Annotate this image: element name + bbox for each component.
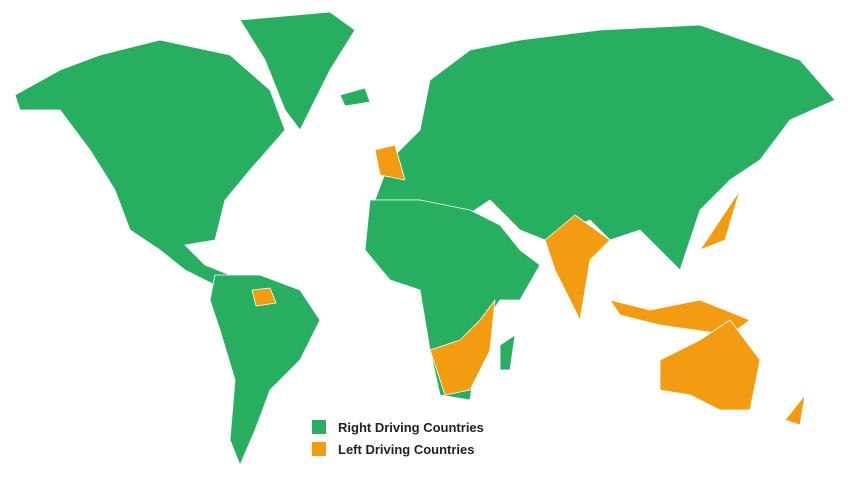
legend: Right Driving Countries Left Driving Cou… bbox=[312, 416, 484, 460]
new-zealand bbox=[784, 394, 806, 426]
legend-swatch-left bbox=[312, 442, 326, 456]
australia bbox=[659, 319, 761, 411]
legend-label-right: Right Driving Countries bbox=[338, 419, 484, 435]
southeast-asia-islands bbox=[609, 299, 751, 336]
north-america bbox=[14, 39, 286, 286]
japan bbox=[699, 189, 741, 251]
legend-item-left: Left Driving Countries bbox=[312, 438, 484, 460]
uk-ireland bbox=[374, 144, 406, 181]
greenland bbox=[239, 11, 356, 131]
legend-label-left: Left Driving Countries bbox=[338, 441, 475, 457]
iceland bbox=[339, 87, 371, 107]
madagascar bbox=[499, 334, 516, 371]
guyana-suriname bbox=[251, 287, 277, 307]
southern-east-africa bbox=[429, 299, 496, 396]
south-asia bbox=[544, 214, 611, 321]
legend-item-right: Right Driving Countries bbox=[312, 416, 484, 438]
eurasia bbox=[374, 24, 836, 271]
legend-swatch-right bbox=[312, 420, 326, 434]
south-america bbox=[209, 274, 321, 466]
